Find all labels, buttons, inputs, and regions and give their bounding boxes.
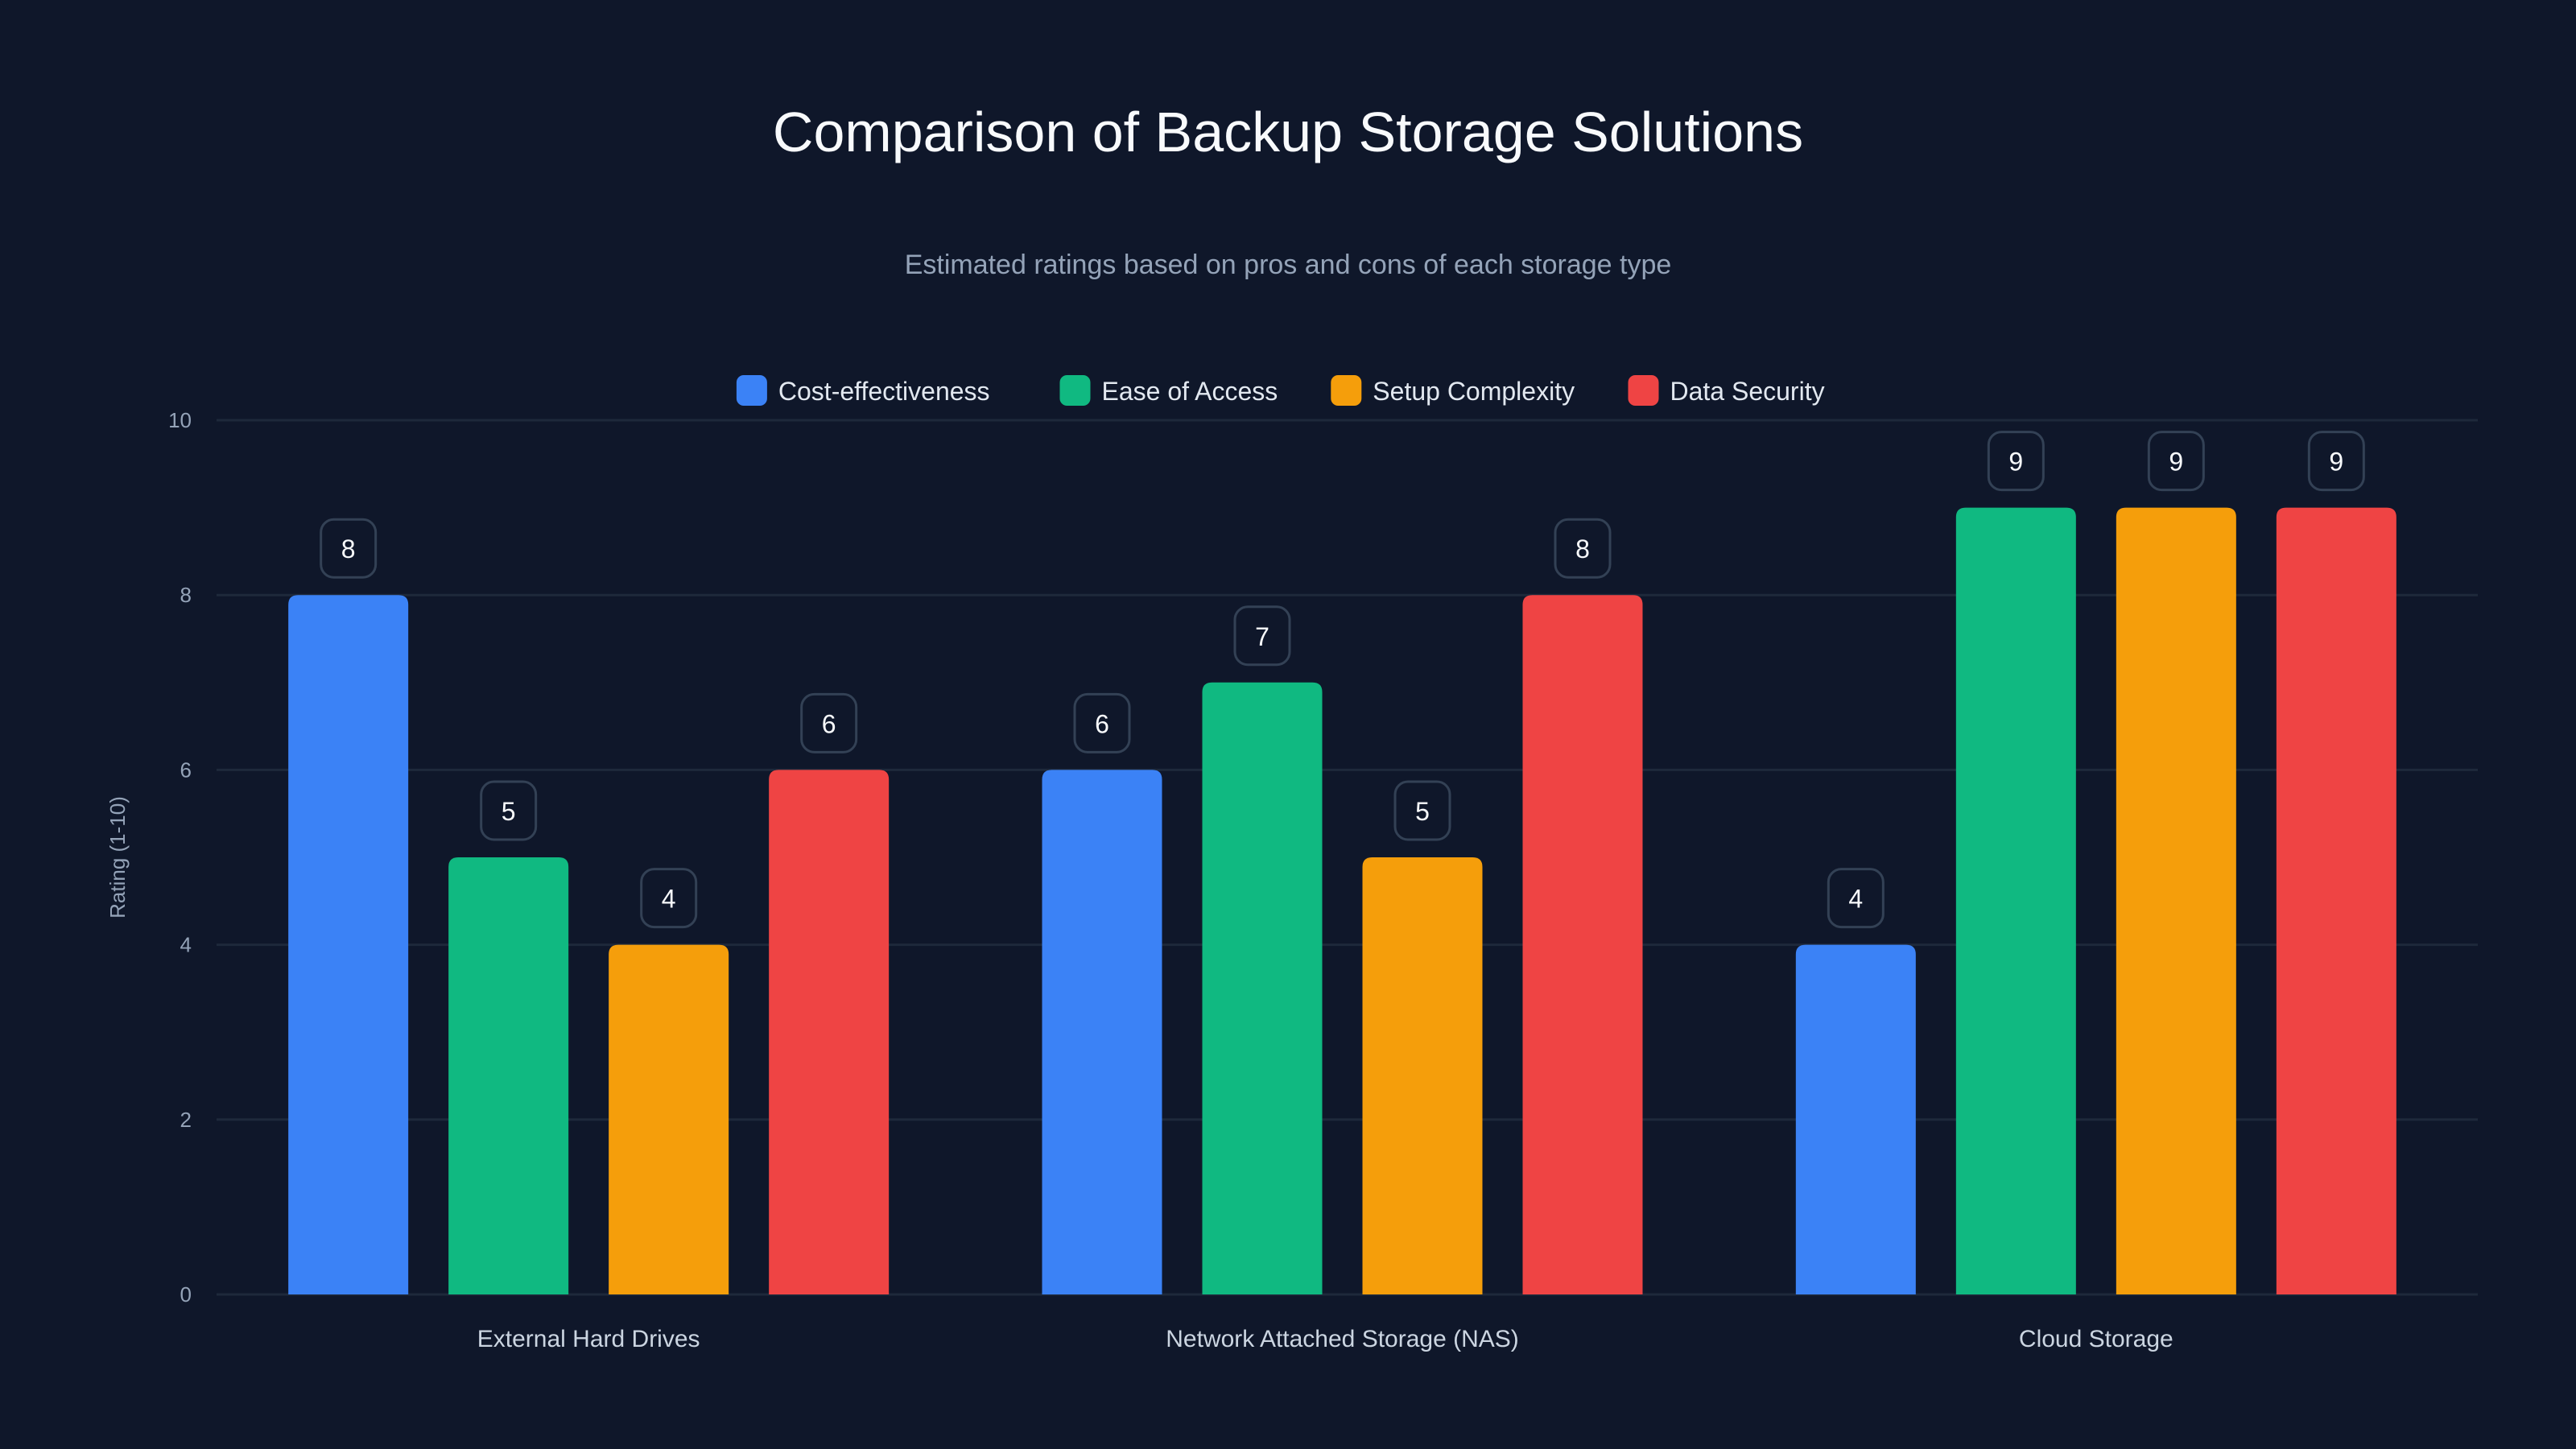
value-label: 7: [1255, 622, 1269, 651]
y-tick-label: 0: [180, 1282, 192, 1307]
value-label: 8: [341, 535, 356, 564]
value-label: 4: [662, 885, 676, 914]
legend-swatch: [1059, 375, 1091, 406]
legend-label: Ease of Access: [1102, 377, 1278, 406]
y-tick-label: 10: [168, 408, 192, 432]
bar: [1042, 770, 1162, 1294]
bar: [1202, 682, 1323, 1294]
bar: [1522, 595, 1643, 1294]
value-label-box: [320, 518, 378, 579]
value-label-box: [800, 692, 858, 753]
bar: [448, 857, 569, 1294]
bar: [1795, 944, 1916, 1294]
value-label-box: [1554, 518, 1612, 579]
value-label: 6: [1095, 709, 1109, 738]
y-tick-label: 2: [180, 1108, 192, 1132]
legend-label: Cost-effectiveness: [778, 377, 990, 406]
value-label-box: [1827, 868, 1885, 929]
chart-subtitle: Estimated ratings based on pros and cons…: [905, 250, 1672, 280]
x-tick-label: Cloud Storage: [2019, 1326, 2174, 1352]
bar: [1362, 857, 1483, 1294]
value-label-box: [1073, 692, 1131, 753]
value-label: 9: [2008, 448, 2023, 477]
value-label: 5: [1415, 797, 1430, 826]
bars: 8 5 4 6 6 7 5 8 4 9 9 9: [288, 431, 2396, 1294]
legend-swatch: [1628, 375, 1659, 406]
legend-swatch: [736, 375, 767, 406]
value-label-box: [1393, 780, 1451, 841]
value-label: 9: [2329, 448, 2343, 477]
value-label-box: [2147, 431, 2205, 492]
bar: [2276, 507, 2396, 1294]
value-label: 9: [2169, 448, 2183, 477]
bar: [609, 944, 729, 1294]
value-label-box: [1987, 431, 2045, 492]
legend-swatch: [1331, 375, 1362, 406]
value-label: 5: [502, 797, 516, 826]
legend-label: Setup Complexity: [1373, 377, 1575, 406]
bar: [288, 595, 409, 1294]
x-tick-label: Network Attached Storage (NAS): [1166, 1326, 1519, 1352]
y-axis-label: Rating (1-10): [105, 796, 130, 919]
y-axis-ticks: 0 2 4 6 8 10: [168, 408, 192, 1307]
value-label-box: [640, 868, 698, 929]
x-tick-label: External Hard Drives: [477, 1326, 700, 1352]
value-label: 4: [1848, 885, 1863, 914]
x-axis-labels: External Hard Drives Network Attached Sto…: [477, 1326, 2174, 1352]
bar: [1955, 507, 2076, 1294]
y-tick-label: 6: [180, 758, 192, 782]
y-tick-label: 8: [180, 583, 192, 607]
value-label-box: [1233, 605, 1291, 667]
value-label: 8: [1575, 535, 1590, 564]
value-label-box: [480, 780, 538, 841]
legend: Cost-effectiveness Ease of Access Setup Co…: [736, 375, 1825, 406]
value-label-box: [2307, 431, 2365, 492]
bar: [2116, 507, 2236, 1294]
gridlines: [217, 419, 2478, 1296]
bar: [769, 770, 890, 1294]
value-label: 6: [822, 709, 836, 738]
y-tick-label: 4: [180, 933, 192, 957]
chart-title: Comparison of Backup Storage Solutions: [773, 101, 1803, 163]
legend-label: Data Security: [1670, 377, 1825, 406]
